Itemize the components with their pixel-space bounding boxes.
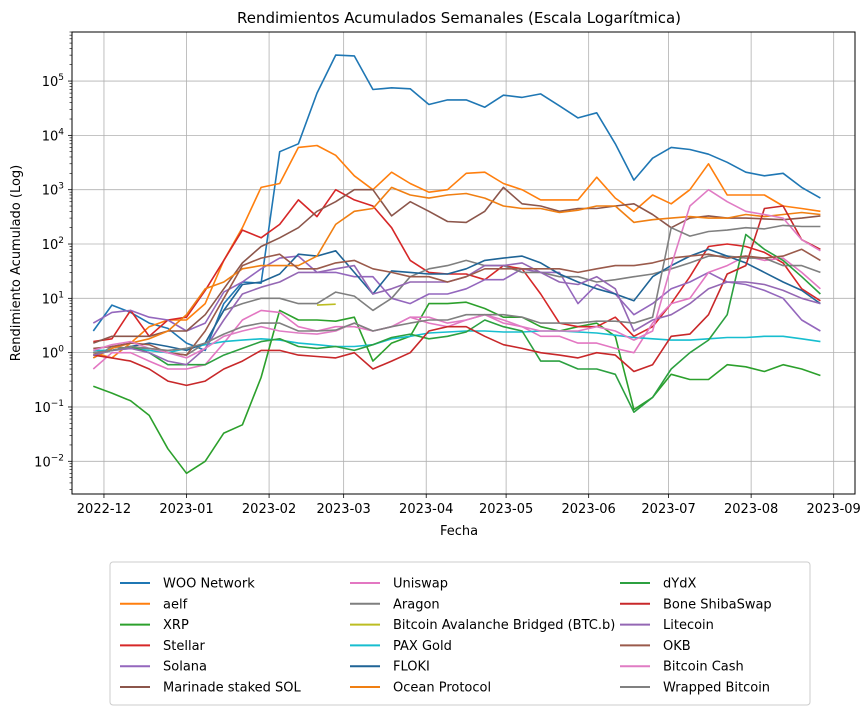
y-tick-label: 104 (42, 127, 65, 144)
x-tick-label: 2023-03 (316, 502, 370, 517)
series-line-uniswap (92, 255, 821, 370)
y-axis-label: Rendimiento Acumulado (Log) (9, 165, 24, 361)
x-axis-label: Fecha (440, 524, 478, 539)
legend: WOO Network aelf XRP Stellar Solana Marinade … (109, 561, 811, 706)
y-axis: 10−2 10−1 100 101 102 103 104 105 (34, 31, 72, 490)
legend-label: Bone ShibaSwap (663, 597, 772, 612)
y-tick-label: 102 (42, 236, 64, 253)
x-tick-label: 2023-08 (724, 502, 778, 517)
series-line-bitcoin-avalanche-bridged-btc-b- (316, 303, 336, 306)
series-line-okb (93, 248, 821, 356)
series-line-stellar (93, 188, 821, 343)
y-tick-label: 101 (42, 290, 64, 307)
legend-label: Ocean Protocol (393, 681, 491, 696)
series-line-wrapped-bitcoin (93, 224, 821, 354)
y-tick-label: 103 (42, 182, 64, 199)
x-tick-label: 2022-12 (77, 502, 131, 517)
series-line-aelf (93, 144, 821, 359)
legend-label: Marinade staked SOL (163, 681, 301, 696)
legend-label: XRP (163, 618, 189, 633)
legend-label: Litecoin (663, 618, 714, 633)
grid (72, 32, 855, 494)
legend-label: Stellar (163, 639, 206, 654)
series-line-bone-shibaswap (93, 205, 821, 387)
legend-label: Bitcoin Cash (663, 660, 744, 675)
x-tick-label: 2023-09 (807, 502, 861, 517)
legend-label: Aragon (393, 597, 440, 612)
series-lines (92, 54, 821, 475)
legend-label: Bitcoin Avalanche Bridged (BTC.b) (393, 618, 615, 633)
legend-label: WOO Network (163, 577, 255, 592)
legend-label: aelf (163, 597, 188, 612)
legend-label: PAX Gold (393, 639, 452, 654)
legend-label: OKB (663, 639, 691, 654)
legend-frame (109, 561, 811, 706)
series-line-bitcoin-cash (93, 188, 821, 359)
series-line-xrp (93, 301, 821, 475)
legend-label: Solana (163, 660, 207, 675)
legend-label: Uniswap (393, 577, 448, 592)
x-tick-label: 2023-02 (242, 502, 296, 517)
series-line-marinade-staked-sol (93, 186, 821, 344)
legend-label: FLOKI (393, 660, 430, 675)
x-tick-label: 2023-05 (479, 502, 533, 517)
legend-label: dYdX (663, 577, 696, 592)
y-tick-label: 10−1 (34, 399, 64, 416)
x-tick-label: 2023-06 (562, 502, 616, 517)
x-tick-label: 2023-07 (641, 502, 695, 517)
series-line-solana (92, 255, 821, 332)
chart-title: Rendimientos Acumulados Semanales (Escal… (237, 9, 681, 27)
series-line-dydx (93, 233, 821, 414)
y-tick-label: 100 (42, 345, 65, 362)
legend-label: Wrapped Bitcoin (663, 681, 770, 696)
series-line-floki (93, 248, 821, 354)
plot-frame (71, 31, 856, 495)
x-axis: 2022-12 2023-01 2023-02 2023-03 2023-04 2023-… (77, 494, 861, 517)
y-tick-label: 105 (42, 73, 64, 90)
x-tick-label: 2023-04 (399, 502, 453, 517)
series-line-ocean-protocol (92, 186, 821, 359)
x-tick-label: 2023-01 (159, 502, 213, 517)
y-tick-label: 10−2 (34, 453, 64, 470)
